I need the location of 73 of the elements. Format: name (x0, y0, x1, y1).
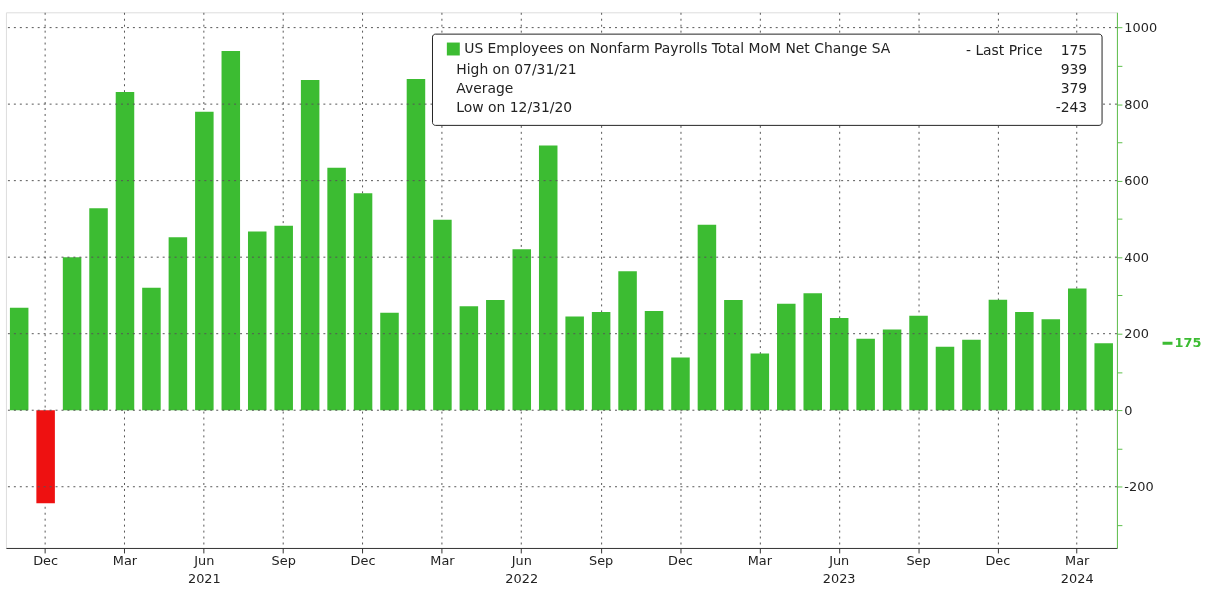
bar (300, 80, 320, 411)
y-tick-label: 0 (1124, 402, 1133, 418)
annotation: 379 (1060, 79, 1088, 96)
bar (433, 219, 452, 411)
bar (538, 145, 558, 411)
y-tick-label: 200 (1124, 326, 1149, 342)
bar (36, 410, 55, 504)
x-tick-label: Jun 2023 (822, 553, 856, 587)
legend-label: US Employees on Nonfarm Payrolls Total MoM Net Change SA (464, 39, 891, 56)
bar (644, 311, 664, 411)
bar (168, 237, 188, 411)
x-tick-label: Mar (112, 553, 138, 569)
bar (988, 299, 1008, 411)
x-tick-label: Dec (668, 553, 693, 569)
bar (1015, 311, 1034, 411)
x-tick-label: Mar (430, 553, 456, 569)
x-tick-label: Mar 2024 (1060, 553, 1094, 587)
annotation: -243 (1055, 98, 1088, 115)
bar (380, 312, 399, 411)
y-tick-label: 1000 (1124, 20, 1158, 36)
bar (89, 208, 108, 411)
x-tick-label: Dec (33, 553, 59, 569)
bar (724, 300, 743, 411)
bar (829, 318, 849, 411)
y-tick-label: 400 (1124, 249, 1149, 265)
bar (406, 78, 426, 411)
annotation: 939 (1060, 60, 1088, 77)
bar (803, 293, 822, 411)
bar (459, 306, 479, 411)
bar (909, 315, 928, 411)
bar (777, 303, 796, 411)
annotation: Low on 12/31/20 (456, 98, 573, 115)
bar (327, 167, 346, 411)
bar (565, 316, 584, 411)
x-tick-label: Sep (271, 553, 296, 569)
x-tick-label: Mar (747, 553, 773, 569)
bar (935, 346, 955, 411)
annotation: Average (456, 79, 514, 96)
bar (697, 224, 717, 411)
bar (512, 249, 532, 411)
annotation: High on 07/31/21 (456, 60, 577, 77)
bar (962, 339, 981, 411)
bar (9, 307, 29, 411)
bar (1094, 343, 1113, 411)
y-tick-label: 600 (1124, 173, 1149, 189)
y-tick-label: -200 (1124, 479, 1154, 495)
x-tick-label: Jun 2021 (187, 553, 221, 587)
y-tick-label: 800 (1124, 96, 1149, 112)
bar (274, 225, 293, 411)
bar (882, 329, 902, 411)
bar (221, 50, 241, 411)
bar (62, 257, 82, 411)
annotation: 175 (1060, 41, 1088, 58)
bar (1041, 319, 1061, 411)
bar (115, 91, 135, 411)
bar (1068, 288, 1087, 411)
bar (671, 357, 690, 411)
x-tick-label: Dec (350, 553, 376, 569)
bar (486, 300, 505, 411)
x-tick-label: Jun 2022 (505, 553, 539, 587)
bar (142, 287, 161, 411)
annotation: - Last Price (965, 41, 1043, 58)
bar (195, 111, 214, 411)
x-tick-label: Sep (588, 553, 614, 569)
x-tick-label: Sep (906, 553, 931, 569)
bar (856, 338, 875, 411)
x-tick-label: Dec (985, 553, 1011, 569)
bar (750, 353, 770, 411)
bar (591, 311, 611, 411)
bar (618, 271, 637, 411)
bar (353, 193, 373, 411)
ref-line-label: 175 (1174, 335, 1202, 351)
bar (247, 231, 267, 411)
